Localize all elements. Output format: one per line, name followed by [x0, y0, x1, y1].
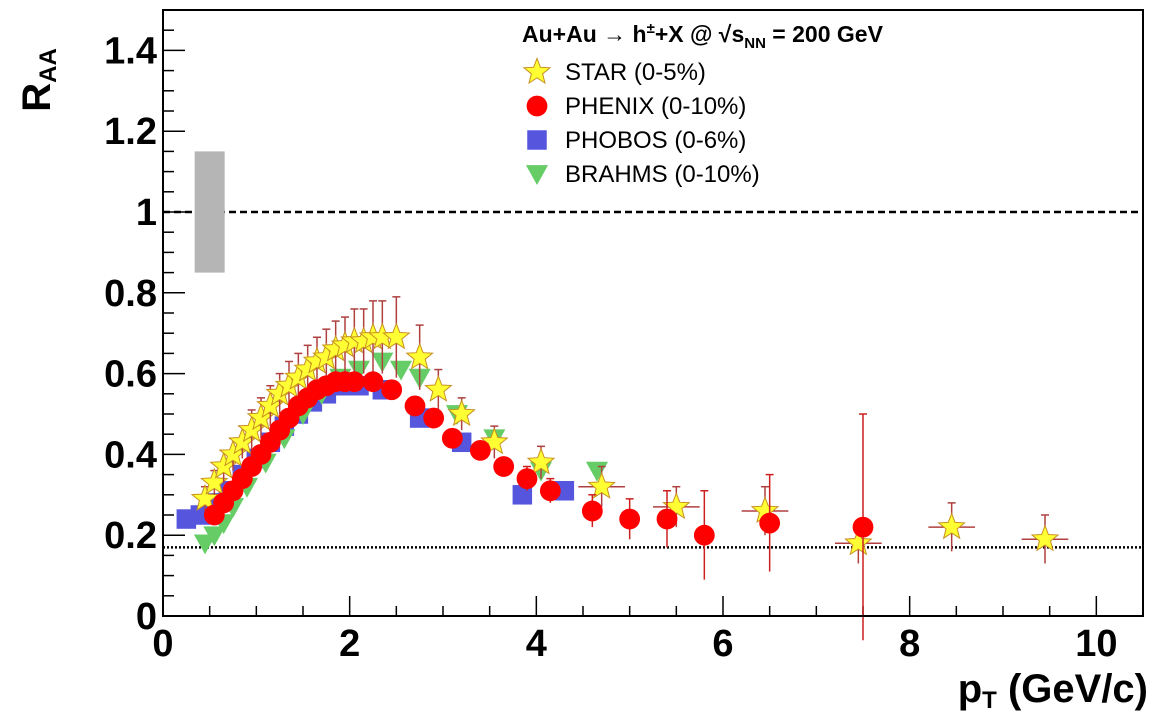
x-axis-title: pT (GeV/c)	[958, 667, 1148, 714]
legend: Au+Au → h±+X @ √sNN = 200 GeV STAR (0-5%…	[522, 20, 884, 188]
data-point	[526, 95, 548, 117]
y-tick-label: 1.4	[104, 30, 157, 72]
data-point	[525, 165, 549, 186]
plot-frame	[162, 9, 1144, 617]
data-point	[447, 399, 476, 427]
legend-entry: BRAHMS (0-10%)	[525, 161, 760, 188]
y-tick-label: 0.4	[104, 434, 157, 476]
data-point	[1030, 524, 1060, 552]
data-point	[759, 512, 781, 534]
data-point	[581, 500, 603, 522]
x-tick-label: 10	[1075, 623, 1117, 665]
data-point	[526, 447, 556, 475]
y-tick-label: 0.8	[104, 273, 157, 315]
data-point	[424, 374, 453, 402]
data-point	[389, 360, 413, 381]
legend-label: STAR (0-5%)	[565, 59, 706, 86]
legend-label: BRAHMS (0-10%)	[565, 161, 760, 188]
data-point	[404, 395, 426, 417]
data-point	[343, 371, 365, 393]
y-tick-label: 1	[136, 192, 157, 234]
x-tick-label: 6	[712, 623, 733, 665]
data-point	[441, 427, 463, 449]
y-axis-title: RAA	[15, 48, 62, 112]
data-point	[516, 468, 538, 490]
data-point	[585, 461, 609, 482]
legend-label: PHOBOS (0-6%)	[565, 127, 746, 154]
normalization-band-box	[194, 151, 225, 273]
y-tick-label: 0.2	[104, 515, 157, 557]
legend-entry: PHENIX (0-10%)	[526, 93, 746, 120]
x-tick-label: 2	[339, 623, 360, 665]
data-point	[347, 360, 371, 381]
data-point	[193, 534, 217, 555]
data-point	[382, 322, 411, 350]
data-point	[493, 456, 515, 477]
series-phenix	[203, 371, 874, 641]
y-tick-label: 0.6	[104, 354, 157, 396]
x-tick-label: 4	[526, 623, 547, 665]
data-point	[619, 508, 641, 530]
y-tick-label: 1.2	[104, 111, 157, 153]
data-point	[203, 526, 226, 547]
data-point	[937, 512, 966, 540]
y-tick-label: 0	[136, 596, 157, 638]
data-point	[852, 516, 874, 538]
legend-header: Au+Au → h±+X @ √sNN = 200 GeV	[522, 20, 884, 52]
data-point	[381, 379, 403, 401]
legend-entry: STAR (0-5%)	[522, 56, 706, 86]
data-point	[693, 524, 715, 546]
data-point	[480, 427, 509, 455]
axis-tick-labels: 0 2 4 6 8 10 0 0.2 0.4 0.6 0.8 1 1.2 1.4	[104, 30, 1117, 665]
data-point	[405, 342, 434, 370]
data-point	[527, 130, 547, 150]
legend-label: PHENIX (0-10%)	[565, 93, 746, 120]
data-point	[844, 528, 873, 556]
data-point	[522, 56, 552, 85]
series-star	[190, 296, 1069, 564]
data-point	[362, 371, 384, 393]
x-tick-label: 8	[899, 623, 920, 665]
data-point	[469, 439, 491, 461]
data-point	[587, 471, 616, 499]
legend-entry: PHOBOS (0-6%)	[527, 127, 746, 154]
data-series	[176, 296, 1069, 641]
data-point	[656, 508, 678, 530]
x-tick-label: 0	[152, 623, 173, 665]
data-point	[539, 480, 561, 502]
reference-lines	[163, 210, 1143, 549]
normalization-band	[194, 151, 225, 273]
data-point	[423, 407, 445, 429]
